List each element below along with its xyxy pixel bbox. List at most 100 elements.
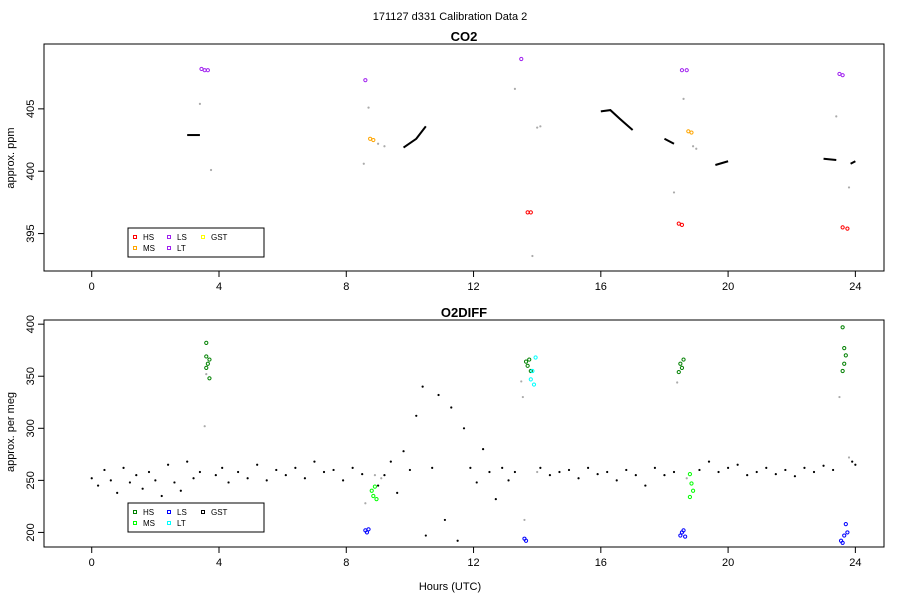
o2diff-point — [533, 355, 538, 360]
o2diff-point — [214, 474, 217, 477]
o2diff-point — [203, 425, 206, 428]
o2diff-point — [707, 460, 711, 463]
o2diff-point — [681, 357, 686, 362]
o2diff-point — [755, 470, 758, 474]
o2diff-legend: HS MS LS LT GST — [127, 502, 265, 533]
o2diff-point — [402, 450, 405, 453]
o2diff-point — [687, 472, 693, 477]
o2diff-point — [812, 470, 816, 474]
co2-point — [536, 126, 539, 129]
o2diff-point — [548, 474, 552, 477]
o2diff-series-lt — [528, 355, 538, 387]
co2-legend-symbol — [201, 235, 205, 239]
co2-legend-symbol — [167, 246, 171, 250]
co2-point — [840, 225, 845, 230]
o2diff-point — [431, 466, 434, 469]
o2diff-point — [606, 470, 609, 474]
o2diff-point — [672, 470, 676, 474]
o2diff-point — [207, 357, 212, 362]
co2-legend-label: GST — [211, 233, 228, 242]
o2diff-point — [774, 473, 777, 476]
co2-point — [847, 186, 851, 189]
o2diff-point — [586, 466, 590, 469]
o2diff-series-ls — [363, 521, 850, 545]
o2diff-point — [205, 361, 210, 366]
o2diff-point — [369, 488, 374, 493]
o2diff-point — [765, 466, 768, 469]
o2diff-point — [374, 497, 379, 502]
o2diff-point — [615, 479, 618, 482]
o2diff-point — [577, 477, 580, 480]
co2-legend-box — [127, 227, 265, 258]
o2diff-point — [567, 468, 571, 472]
o2diff-point — [341, 479, 345, 482]
o2diff-point — [840, 540, 845, 545]
figure-title: 171127 d331 Calibration Data 2 — [373, 11, 528, 23]
o2diff-point — [521, 395, 524, 399]
co2-point — [383, 145, 386, 148]
o2diff-point — [160, 494, 163, 498]
o2diff-point — [443, 518, 447, 522]
co2-plot-frame — [43, 43, 885, 272]
o2diff-point — [523, 518, 526, 522]
co2-x-tick-label: 4 — [216, 281, 222, 293]
co2-legend-symbol — [133, 235, 137, 239]
o2diff-point — [275, 468, 278, 472]
o2diff-point — [530, 368, 535, 374]
o2diff-point — [294, 466, 297, 469]
o2diff-point — [469, 466, 472, 469]
o2diff-point — [437, 393, 440, 397]
o2diff-point — [822, 464, 825, 467]
o2diff-point — [396, 491, 399, 494]
o2diff-x-tick-label: 0 — [89, 557, 95, 569]
co2-point — [528, 210, 533, 215]
o2diff-point — [284, 474, 287, 477]
o2diff-point — [364, 502, 367, 505]
x-axis-label: Hours (UTC) — [419, 581, 481, 593]
o2diff-y-tick-label: 250 — [25, 471, 37, 489]
co2-marks — [187, 56, 856, 258]
o2diff-point — [726, 466, 730, 469]
co2-point — [689, 130, 694, 135]
o2diff-point — [246, 477, 249, 480]
co2-legend-label: MS — [143, 244, 155, 253]
o2diff-point — [842, 346, 847, 351]
o2diff-legend-symbol — [167, 510, 171, 514]
o2diff-point — [227, 481, 230, 484]
o2diff-point — [147, 470, 151, 474]
o2diff-point — [96, 484, 100, 487]
co2-point — [376, 142, 380, 145]
o2diff-point — [421, 385, 424, 388]
o2diff-point — [481, 448, 485, 451]
o2diff-point — [415, 414, 418, 417]
co2-series-line — [663, 137, 675, 145]
o2diff-point — [383, 474, 386, 477]
o2diff-point — [371, 493, 376, 499]
o2diff-point — [681, 528, 686, 533]
o2diff-legend-symbol — [201, 510, 205, 514]
o2diff-x-tick-label: 24 — [849, 557, 861, 569]
co2-series-hs — [525, 210, 850, 231]
o2diff-legend-label: LS — [177, 508, 187, 517]
co2-y-tick-label: 395 — [25, 224, 37, 242]
o2diff-point — [717, 470, 720, 474]
co2-panel: CO2 approx. ppm 0 4 8 12 16 20 24 395 400 405 HS M… — [5, 29, 885, 293]
o2diff-point — [372, 484, 378, 489]
co2-legend-label: LS — [177, 233, 187, 242]
co2-series-line — [600, 109, 634, 131]
co2-series-line — [850, 160, 856, 165]
o2diff-point — [494, 498, 497, 501]
o2diff-point — [527, 357, 532, 362]
o2diff-legend-symbol — [167, 521, 171, 525]
o2diff-point — [746, 474, 749, 477]
o2diff-point — [236, 470, 240, 474]
o2diff-panel-title: O2DIFF — [441, 305, 487, 320]
o2diff-point — [204, 340, 209, 346]
co2-legend-label: LT — [177, 244, 186, 253]
co2-series-line — [715, 160, 729, 166]
o2diff-point — [842, 361, 847, 366]
o2diff-legend-label: HS — [143, 508, 154, 517]
o2diff-point — [198, 470, 202, 474]
o2diff-point — [679, 365, 685, 370]
o2diff-point — [842, 533, 847, 538]
